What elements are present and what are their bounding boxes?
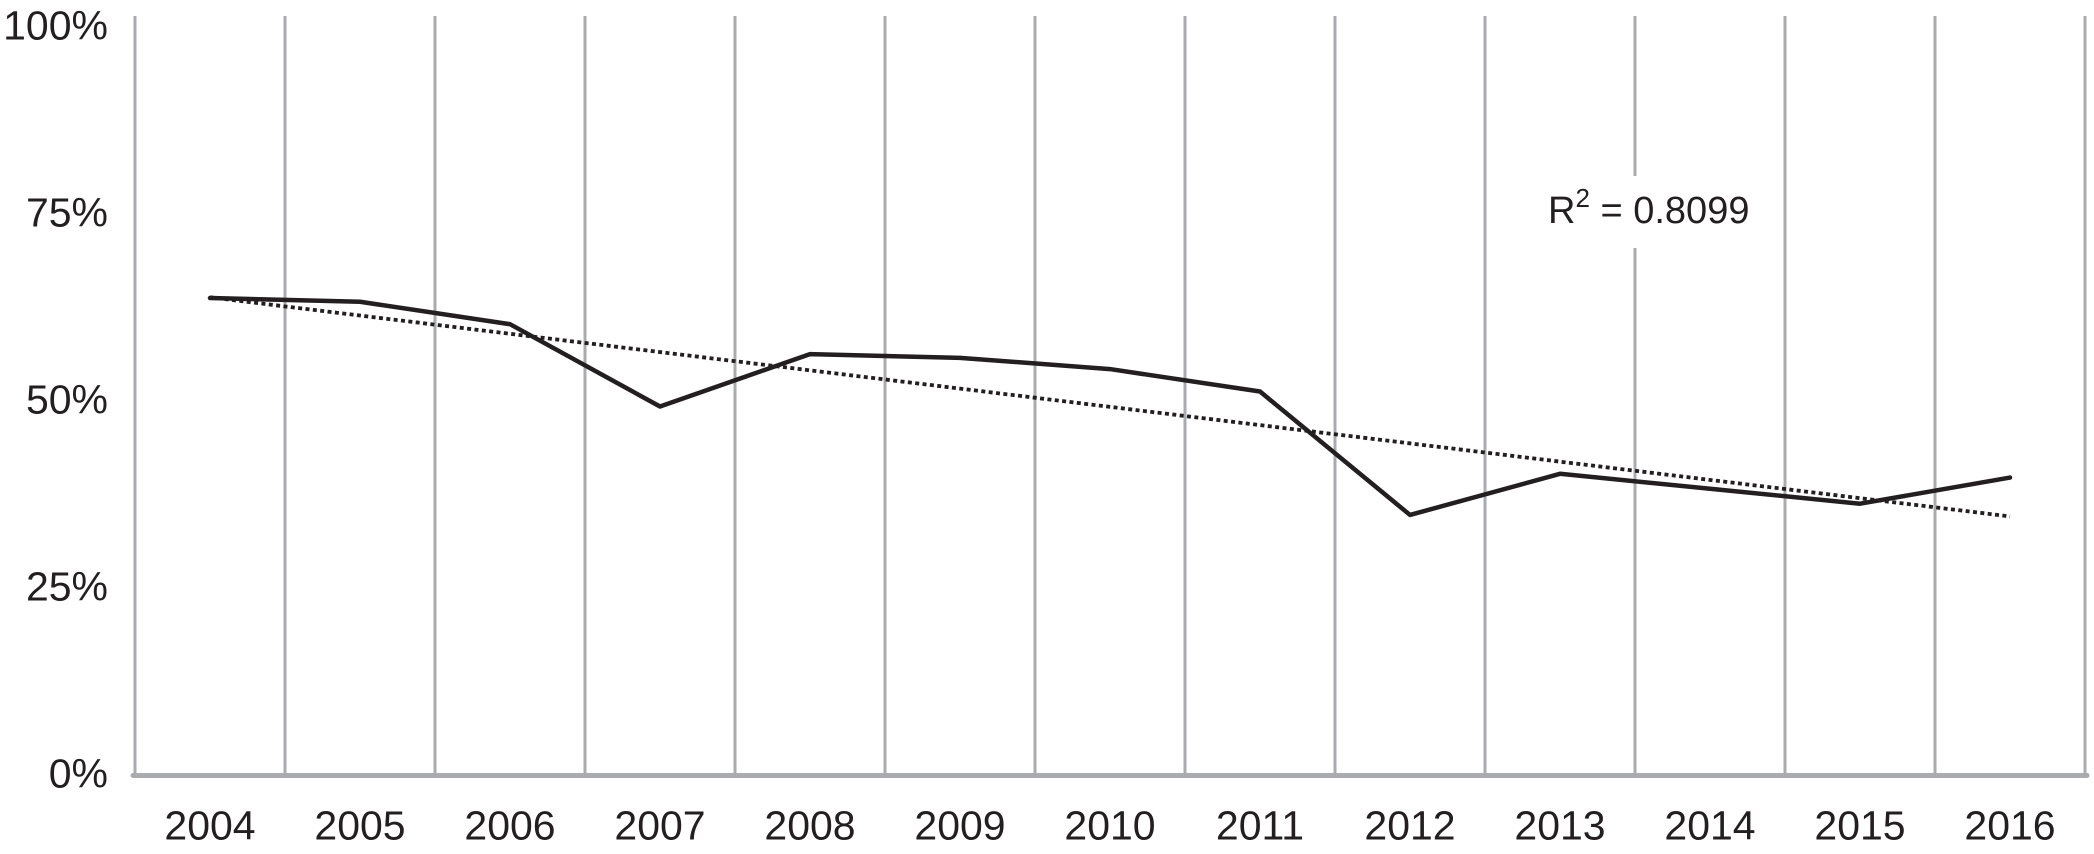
gridlines: [133, 16, 2087, 773]
x-tick-label: 2005: [314, 802, 405, 848]
x-tick-label: 2015: [1814, 802, 1905, 848]
x-tick-label: 2011: [1216, 802, 1304, 848]
r-squared-value: = 0.8099: [1589, 190, 1750, 232]
x-tick-label: 2009: [914, 802, 1005, 848]
x-axis-labels: 2004 2005 2006 2007 2008 2009 2010 2011 2012 2013…: [164, 802, 2055, 848]
trend-line: [209, 295, 2011, 519]
x-tick-label: 2004: [164, 802, 255, 848]
x-tick-label: 2010: [1064, 802, 1155, 848]
r-squared-base: R: [1548, 190, 1576, 232]
y-tick-label: 100%: [3, 2, 108, 48]
x-tick-label: 2007: [614, 802, 705, 848]
y-tick-label: 75%: [26, 189, 108, 235]
y-axis-labels: 100% 75% 50% 25% 0%: [3, 2, 108, 796]
x-tick-label: 2014: [1664, 802, 1755, 848]
y-tick-label: 25%: [26, 563, 108, 609]
data-line: [207, 295, 2013, 518]
x-tick-label: 2013: [1514, 802, 1605, 848]
y-tick-label: 0%: [49, 750, 108, 796]
x-tick-label: 2008: [764, 802, 855, 848]
r-squared-superscript: 2: [1575, 183, 1590, 214]
x-tick-label: 2016: [1964, 802, 2055, 848]
y-tick-label: 50%: [26, 376, 108, 422]
x-tick-label: 2006: [464, 802, 555, 848]
x-tick-label: 2012: [1364, 802, 1455, 848]
r-squared-annotation: R2 = 0.8099: [1538, 176, 1760, 248]
